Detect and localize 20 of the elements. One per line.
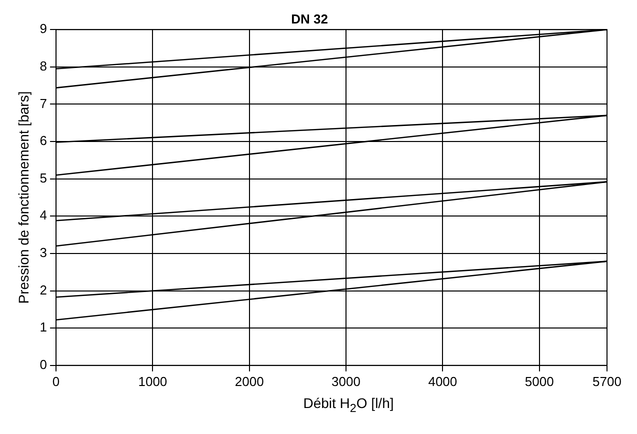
y-tick-label: 0 (40, 356, 48, 372)
y-tick-label: 4 (40, 208, 48, 223)
x-tick-label: 0 (52, 374, 60, 389)
x-tick-label: 5700 (592, 374, 622, 389)
x-tick-label: 2000 (234, 374, 264, 389)
chart-title: DN 32 (291, 11, 328, 26)
x-tick-label: 1000 (138, 374, 168, 389)
x-axis-title: Débit H$_{2}$O [l/h] (303, 395, 394, 415)
x-tick-label: 4000 (428, 374, 458, 389)
y-tick-label: 2 (40, 282, 48, 298)
x-tick-label: 3000 (332, 374, 360, 389)
y-tick-label: 8 (40, 58, 48, 74)
x-tick-label: 5000 (524, 374, 554, 389)
y-tick-label: 9 (40, 21, 48, 36)
y-tick-label: 7 (40, 96, 48, 111)
y-tick-label: 1 (40, 320, 48, 335)
y-tick-label: 6 (40, 133, 48, 148)
y-tick-label: 5 (40, 170, 48, 186)
y-tick-label: 3 (40, 245, 48, 260)
y-axis-title: Pression de fonctionnement [bars] (15, 91, 32, 304)
